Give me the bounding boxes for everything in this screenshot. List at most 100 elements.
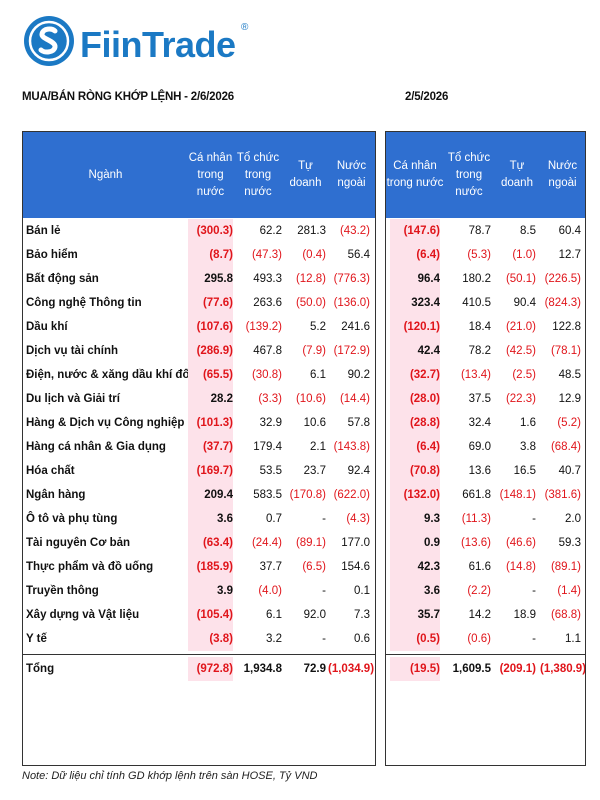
table-row-prior: 323.4 410.5 90.4 (824.3) [386, 291, 585, 315]
sector-name: Ô tô và phụ tùng [26, 513, 118, 525]
right-value-cell: (1.0) [512, 249, 536, 261]
left-value-cell: 10.6 [303, 417, 326, 429]
sector-name: Y tế [26, 633, 47, 645]
left-value-cell: 92.0 [303, 609, 326, 621]
right-value-cell: (381.6) [544, 489, 581, 501]
right-value-cell: 1.6 [520, 417, 536, 429]
sector-name: Hàng & Dịch vụ Công nghiệp [26, 417, 185, 429]
title-right: 2/5/2026 [405, 91, 449, 103]
table-row: Bất động sản 295.8 493.3 (12.8) (776.3) [23, 267, 375, 291]
left-value-cell: 281.3 [297, 225, 326, 237]
table-row: Dịch vụ tài chính (286.9) 467.8 (7.9) (172.9… [23, 339, 375, 363]
right-value-cell: (42.5) [505, 345, 536, 357]
table-row: Điện, nước & xăng dầu khí đốt (65.5) (30.8… [23, 363, 375, 387]
left-value-cell: (47.3) [251, 249, 282, 261]
table-row-prior: 42.3 61.6 (14.8) (89.1) [386, 555, 585, 579]
table-row: Hàng & Dịch vụ Công nghiệp (101.3) 32.9 10.… [23, 411, 375, 435]
left-value-cell: 3.6 [188, 507, 233, 531]
sector-name: Ngân hàng [26, 489, 86, 501]
table-row-prior: (70.8) 13.6 16.5 40.7 [386, 459, 585, 483]
right-value-cell: 12.7 [558, 249, 581, 261]
table-row: Du lịch và Giải trí 28.2 (3.3) (10.6) (14.4) [23, 387, 375, 411]
right-value-cell: (2.5) [512, 369, 536, 381]
left-value-cell: (50.0) [295, 297, 326, 309]
right-value-cell: 90.4 [513, 297, 536, 309]
left-value-cell: (1,034.9) [328, 663, 375, 675]
right-value-cell: 42.3 [390, 555, 440, 579]
left-value-cell: (0.4) [302, 249, 326, 261]
right-value-cell: (1.4) [557, 585, 581, 597]
left-value-cell: 28.2 [188, 387, 233, 411]
left-value-cell: (4.3) [346, 513, 370, 525]
right-value-cell: 18.9 [513, 609, 536, 621]
right-value-cell: 16.5 [513, 465, 536, 477]
right-value-cell: (13.4) [460, 369, 491, 381]
table-row-prior: (28.8) 32.4 1.6 (5.2) [386, 411, 585, 435]
right-value-cell: 59.3 [558, 537, 581, 549]
left-value-cell: 5.2 [310, 321, 326, 333]
total-row: Tổng (972.8) 1,934.8 72.9 (1,034.9) [23, 657, 375, 681]
left-value-cell: (107.6) [188, 315, 233, 339]
sector-name: Dầu khí [26, 321, 68, 333]
right-value-cell: (824.3) [544, 297, 581, 309]
right-value-cell: (5.3) [467, 249, 491, 261]
right-value-cell: 14.2 [468, 609, 491, 621]
table-row: Ngân hàng 209.4 583.5 (170.8) (622.0) [23, 483, 375, 507]
left-value-cell: 493.3 [253, 273, 282, 285]
header-institution: Tổ chức trong nước [236, 151, 280, 198]
left-value-cell: (30.8) [251, 369, 282, 381]
right-value-cell: 1.1 [565, 633, 581, 645]
header-foreign-prior: Nước ngoài [547, 160, 578, 189]
left-value-cell: 583.5 [253, 489, 282, 501]
table-row: Xây dựng và Vật liệu (105.4) 6.1 92.0 7.3 [23, 603, 375, 627]
right-value-cell: (14.8) [505, 561, 536, 573]
right-value-cell: 48.5 [558, 369, 581, 381]
left-value-cell: 7.3 [354, 609, 370, 621]
sector-name: Thực phẩm và đồ uống [26, 561, 154, 573]
total-row-prior: (19.5) 1,609.5 (209.1) (1,380.9) [386, 657, 585, 681]
sector-name: Bất động sản [26, 273, 99, 285]
right-value-cell: (70.8) [390, 459, 440, 483]
right-value-cell: 78.2 [468, 345, 491, 357]
right-value-cell: (120.1) [390, 315, 440, 339]
footnote: Note: Dữ liệu chỉ tính GD khớp lệnh trên… [22, 770, 318, 782]
header-prop-prior: Tự doanh [501, 160, 533, 189]
left-value-cell: 6.1 [266, 609, 282, 621]
table-row-prior: 96.4 180.2 (50.1) (226.5) [386, 267, 585, 291]
right-value-cell: (2.2) [467, 585, 491, 597]
table-row-prior: (28.0) 37.5 (22.3) 12.9 [386, 387, 585, 411]
sector-name: Công nghệ Thông tin [26, 297, 142, 309]
left-value-cell: 3.2 [266, 633, 282, 645]
left-value-cell: 6.1 [310, 369, 326, 381]
table-row: Hàng cá nhân & Gia dụng (37.7) 179.4 2.1 (14… [23, 435, 375, 459]
left-value-cell: (3.3) [258, 393, 282, 405]
right-value-cell: 37.5 [468, 393, 491, 405]
sector-name: Tài nguyên Cơ bản [26, 537, 131, 549]
right-value-cell: 661.8 [462, 489, 491, 501]
table-row: Công nghệ Thông tin (77.6) 263.6 (50.0) (136… [23, 291, 375, 315]
left-value-cell: 241.6 [341, 321, 370, 333]
left-value-cell: - [322, 633, 326, 645]
right-value-cell: (28.8) [390, 411, 440, 435]
right-value-cell: 18.4 [468, 321, 491, 333]
left-value-cell: (300.3) [188, 219, 233, 243]
left-value-cell: (43.2) [339, 225, 370, 237]
right-value-cell: (1,380.9) [540, 663, 586, 675]
left-value-cell: (3.8) [188, 627, 233, 651]
right-value-cell: (68.8) [550, 609, 581, 621]
right-value-cell: (6.4) [390, 435, 440, 459]
left-value-cell: (24.4) [251, 537, 282, 549]
left-value-cell: 2.1 [310, 441, 326, 453]
left-value-cell: 32.9 [259, 417, 282, 429]
right-value-cell: 78.7 [468, 225, 491, 237]
table-row: Thực phẩm và đồ uống (185.9) 37.7 (6.5) 154.… [23, 555, 375, 579]
right-value-cell: 323.4 [390, 291, 440, 315]
right-value-cell: (46.6) [505, 537, 536, 549]
right-value-cell: (68.4) [550, 441, 581, 453]
right-value-cell: (50.1) [505, 273, 536, 285]
right-value-cell: 35.7 [390, 603, 440, 627]
right-value-cell: 40.7 [558, 465, 581, 477]
left-value-cell: 90.2 [347, 369, 370, 381]
left-value-cell: (143.8) [333, 441, 370, 453]
left-value-cell: (8.7) [188, 243, 233, 267]
